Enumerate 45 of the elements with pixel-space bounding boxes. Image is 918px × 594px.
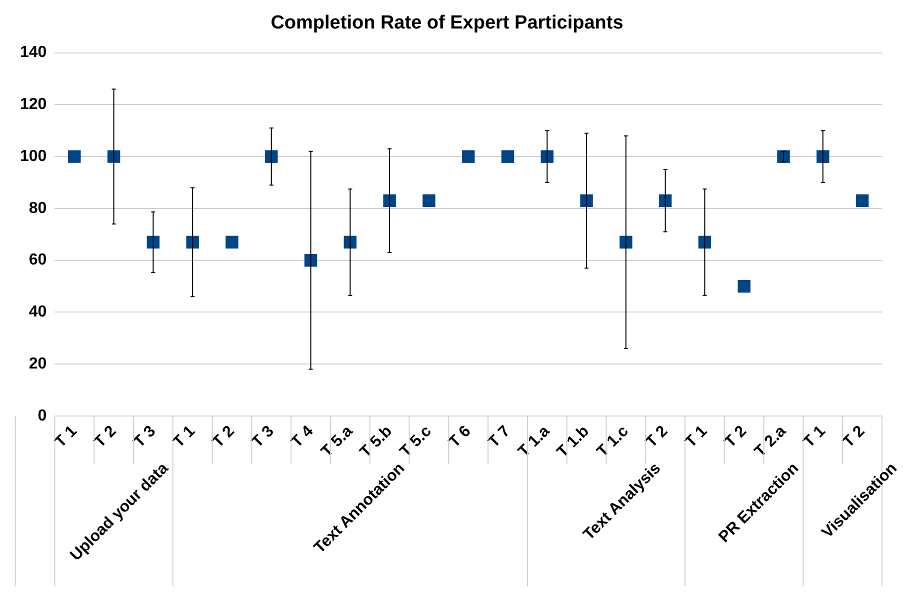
point <box>226 236 238 249</box>
y-tick-label: 40 <box>28 304 47 321</box>
x-tick-label: T 1.b <box>554 422 593 462</box>
x-tick-label: T 6 <box>446 422 474 452</box>
x-tick-label: T 7 <box>485 422 514 452</box>
y-tick-label: 140 <box>20 44 47 62</box>
point <box>68 150 81 163</box>
x-tick-label: T 5.a <box>318 422 356 461</box>
y-tick-label: 100 <box>20 148 47 165</box>
x-tick-label: T 5.b <box>357 422 396 462</box>
x-tick-label: T 1 <box>52 422 80 452</box>
point <box>540 150 554 163</box>
x-tick-label: T 1 <box>170 422 199 452</box>
x-tick-label: T 2 <box>210 422 238 452</box>
point <box>107 150 120 163</box>
y-tick-label: 120 <box>20 96 47 114</box>
x-tick-label: T 4 <box>288 422 317 452</box>
y-tick-label: 0 <box>38 407 47 424</box>
point <box>738 280 750 293</box>
point <box>856 194 869 208</box>
y-tick-label: 80 <box>28 200 47 217</box>
point <box>816 150 830 163</box>
y-tick-label: 20 <box>28 356 47 373</box>
x-tick-label: T 2 <box>91 422 120 452</box>
x-tick-label: T 2 <box>722 422 750 452</box>
x-tick-label: T 1.c <box>594 422 632 461</box>
point <box>265 150 278 163</box>
x-tick-label: T 1 <box>800 422 829 452</box>
point <box>422 194 436 208</box>
point <box>580 194 593 208</box>
point <box>501 150 514 163</box>
x-tick-label: T 1 <box>682 422 711 452</box>
point <box>620 236 632 249</box>
x-tick-label: T 1.a <box>515 422 554 461</box>
x-tick-label: T 2 <box>840 422 868 452</box>
y-tick-label: 60 <box>28 252 47 269</box>
x-tick-label: T 5.c <box>397 422 435 461</box>
point <box>462 150 475 163</box>
point <box>186 236 199 249</box>
x-tick-label: T 2.a <box>752 422 790 461</box>
point <box>383 194 396 208</box>
x-tick-label: T 2 <box>642 422 672 452</box>
chart-title: Completion Rate of Expert Participants <box>270 12 624 34</box>
x-tick-label: T 3 <box>248 422 278 452</box>
x-tick-label: T 3 <box>130 422 160 452</box>
